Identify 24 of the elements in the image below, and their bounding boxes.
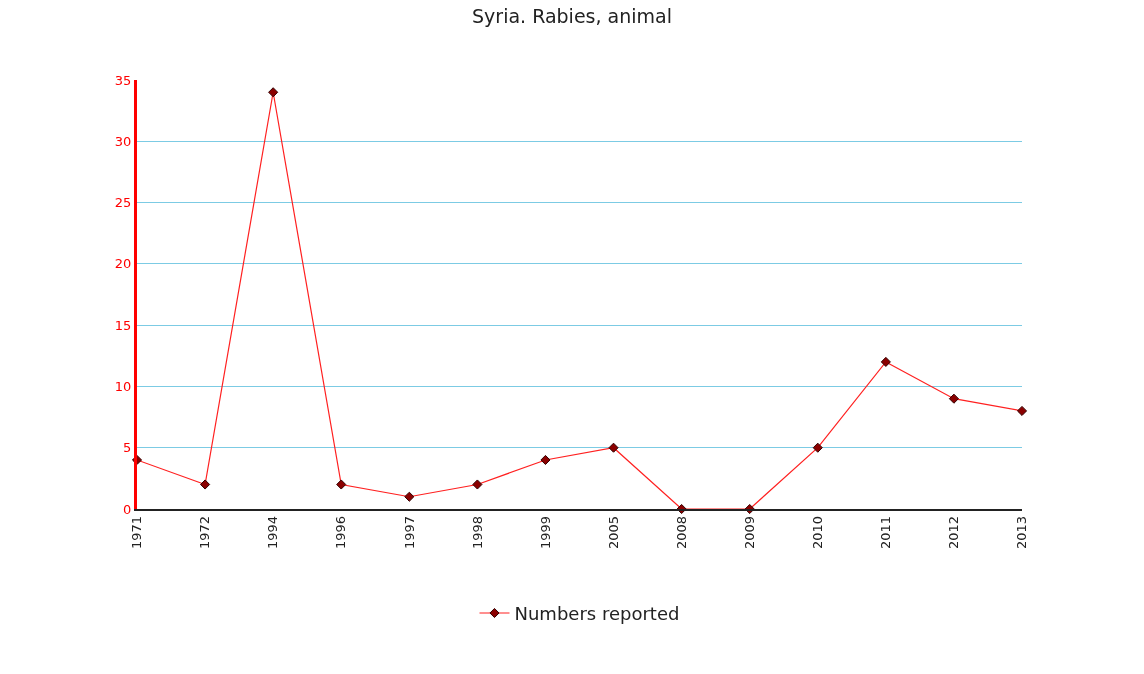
x-tick-label: 1999 — [537, 515, 553, 550]
x-tick-label: 1972 — [197, 515, 213, 550]
y-tick-label: 35 — [114, 72, 132, 88]
x-tick-label: 2013 — [1014, 515, 1030, 550]
x-tick-label: 2009 — [741, 515, 757, 550]
x-tick-label: 1997 — [401, 515, 417, 550]
x-tick-label: 2011 — [878, 515, 894, 550]
x-tick-label: 2012 — [946, 515, 962, 550]
x-tick-label: 1994 — [265, 515, 281, 550]
x-tick-label: 1996 — [333, 515, 349, 550]
y-tick-label: 10 — [114, 378, 132, 394]
x-tick-label: 2010 — [809, 515, 825, 550]
x-tick-label: 1971 — [129, 515, 145, 550]
x-tick-label: 1998 — [469, 515, 485, 550]
y-tick-label: 5 — [123, 440, 132, 456]
x-tick-label: 2008 — [673, 515, 689, 550]
y-tick-label: 30 — [114, 133, 132, 149]
y-tick-label: 15 — [114, 317, 132, 333]
y-tick-label: 20 — [114, 256, 132, 272]
y-tick-label: 0 — [123, 501, 132, 517]
x-tick-label: 2005 — [605, 515, 621, 550]
y-tick-label: 25 — [114, 195, 132, 211]
chart-title: Syria. Rabies, animal — [472, 5, 672, 28]
legend-label: Numbers reported — [514, 603, 680, 625]
